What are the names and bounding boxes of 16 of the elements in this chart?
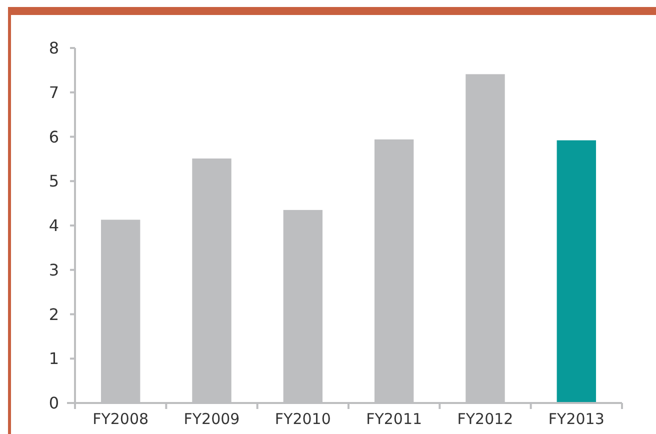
x-tick-label: FY2012: [457, 410, 514, 428]
y-tick-label: 7: [48, 82, 59, 102]
y-tick-label: 5: [48, 172, 59, 191]
x-tick-label: FY2011: [366, 410, 422, 428]
y-tick-label: 4: [48, 216, 59, 236]
x-tick-label: FY2008: [92, 410, 149, 428]
x-tick-label: FY2009: [184, 410, 240, 428]
y-tick-label: 8: [48, 38, 59, 58]
x-tick-label: FY2013: [548, 410, 604, 428]
bar: [556, 140, 596, 403]
y-tick-label: 1: [48, 349, 59, 368]
y-tick-label: 3: [48, 260, 59, 280]
y-tick-label: 2: [48, 304, 59, 324]
y-tick-label: 6: [48, 127, 59, 146]
y-tick-label: 0: [48, 394, 59, 413]
x-tick-label: FY2010: [274, 410, 331, 428]
